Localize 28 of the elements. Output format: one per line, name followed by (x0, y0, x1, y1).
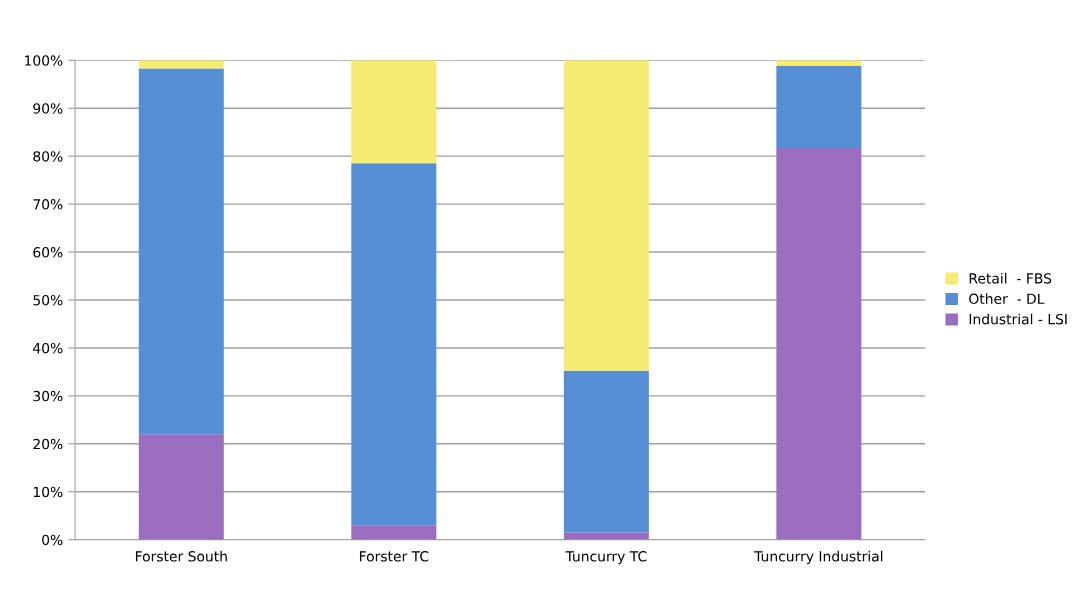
y-tick-label: 40% (33, 342, 63, 354)
legend-label: Industrial - LSI (969, 313, 1067, 325)
x-tick-label: Forster South (135, 550, 227, 562)
bar (563, 370, 649, 533)
bar (351, 163, 437, 526)
bar (563, 60, 649, 371)
y-tick-label: 50% (33, 294, 63, 306)
y-tick-label: 30% (33, 390, 63, 402)
bar (351, 525, 437, 540)
bar (776, 148, 862, 540)
bar (138, 68, 224, 435)
x-tick-label: Forster TC (359, 551, 429, 562)
bar (138, 434, 224, 540)
legend-label: Retail - FBS (969, 272, 1052, 284)
legend-label: Other - DL (969, 293, 1045, 305)
y-tick-label: 20% (33, 438, 63, 450)
y-tick-label: 0% (42, 534, 63, 546)
y-tick-label: 90% (33, 103, 63, 114)
y-tick-label: 100% (25, 55, 63, 66)
y-tick-label: 10% (33, 486, 63, 498)
y-tick-label: 60% (33, 247, 63, 258)
y-tick-label: 80% (33, 151, 63, 162)
x-tick-label: Tuncurry TC (565, 551, 647, 565)
y-tick-label: 70% (33, 199, 63, 210)
bar (351, 60, 437, 164)
bar (563, 532, 649, 540)
x-tick-label: Tuncurry Industrial (754, 550, 883, 565)
bar (776, 66, 862, 149)
